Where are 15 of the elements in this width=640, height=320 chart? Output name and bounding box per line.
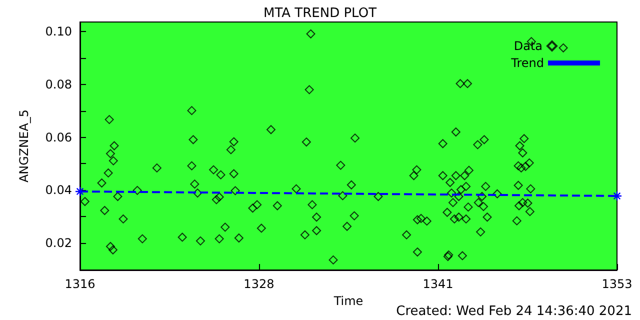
x-axis-title: Time <box>332 294 364 308</box>
y-axis-title: ANGZNEA_5 <box>17 109 31 183</box>
y-tick-label: 0.06 <box>45 130 72 144</box>
x-tick-label: 1316 <box>64 277 96 291</box>
y-tick-label: 0.04 <box>45 183 72 198</box>
x-tick-label: 1328 <box>244 277 274 291</box>
legend-label: Data <box>514 39 542 53</box>
text: Created: Wed Feb 24 14:36:40 2021 <box>396 304 632 319</box>
y-tick-label: 0.02 <box>45 236 72 250</box>
y-tick-label: 0.08 <box>45 77 72 92</box>
legend-label: Trend <box>510 56 544 70</box>
y-tick-label: 0.10 <box>45 24 72 39</box>
x-tick-label: 1353 <box>602 277 632 291</box>
x-tick-label: 1341 <box>422 277 454 291</box>
chart-title: MTA TREND PLOT <box>263 6 377 21</box>
